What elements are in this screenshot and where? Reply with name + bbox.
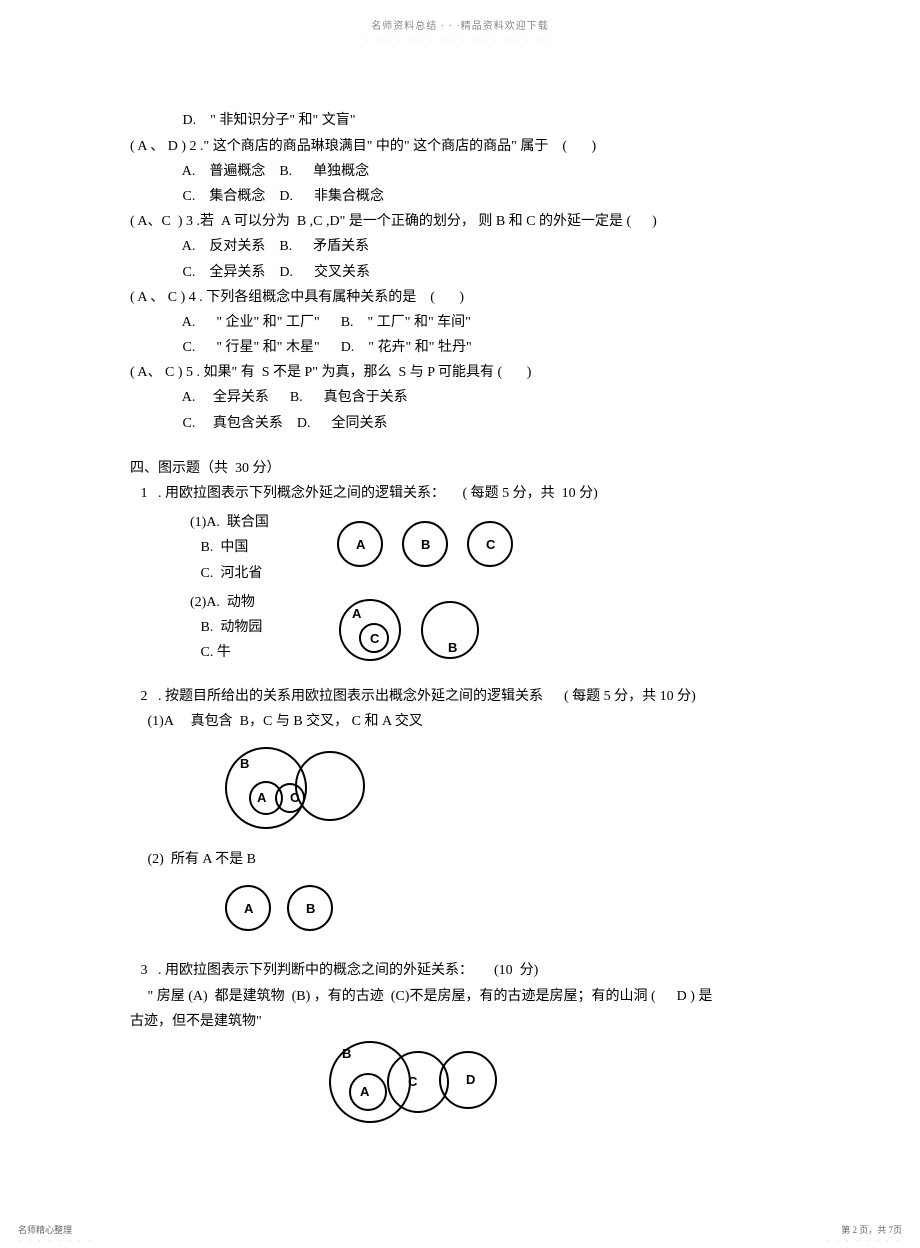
q5-stem: ( A、 C ) 5 . 如果" 有 S 不是 P" 为真，那么 S 与 P 可… (130, 360, 800, 385)
sec4-q2-1: (1)A 真包含 B，C 与 B 交叉， C 和 A 交叉 (130, 709, 800, 734)
svg-text:A: A (244, 901, 254, 916)
svg-text:A: A (257, 790, 267, 805)
svg-text:B: B (421, 537, 430, 552)
q4-opts-ab: A. " 企业" 和" 工厂" B. " 工厂" 和" 车间" (130, 310, 800, 335)
svg-text:B: B (448, 640, 457, 655)
svg-text:C: C (408, 1074, 418, 1089)
footer-dots-left: · · · · · · · · (18, 1235, 94, 1248)
q1-1-a: (1)A. 联合国 (190, 510, 290, 535)
svg-text:B: B (306, 901, 315, 916)
q2-stem: ( A 、 D ) 2 ." 这个商店的商品琳琅满目" 中的" 这个商店的商品"… (130, 134, 800, 159)
sec4-q3: 3 . 用欧拉图表示下列判断中的概念之间的外延关系： (10 分) (130, 958, 800, 983)
sec4-q3-text1: " 房屋 (A) 都是建筑物 (B) ，有的古迹 (C)不是房屋，有的古迹是房屋… (130, 984, 800, 1009)
footer-dots-right: · · · · · · · · (826, 1235, 902, 1248)
q3-stem: ( A、C ) 3 .若 A 可以分为 B ,C ,D" 是一个正确的划分， 则… (130, 209, 800, 234)
svg-text:B: B (240, 756, 249, 771)
q4-opts-cd: C. " 行星" 和" 木星" D. " 花卉" 和" 牡丹" (130, 335, 800, 360)
sec4-q3-text2: 古迹，但不是建筑物" (130, 1009, 800, 1034)
svg-text:A: A (360, 1084, 370, 1099)
sec4-q2-2: (2) 所有 A 不是 B (130, 847, 800, 872)
option-d: D. " 非知识分子" 和" 文盲" (130, 108, 800, 133)
q3-opts-ab: A. 反对关系 B. 矛盾关系 (130, 234, 800, 259)
header-dots: · · · · · · · · · · · · · · · · · · (0, 34, 920, 48)
section-4-title: 四、图示题（共 30 分） (130, 456, 800, 481)
svg-text:A: A (352, 606, 362, 621)
q3-opts-cd: C. 全异关系 D. 交叉关系 (130, 260, 800, 285)
svg-text:C: C (486, 537, 496, 552)
svg-text:D: D (466, 1072, 475, 1087)
q1-1-c: C. 河北省 (190, 561, 290, 586)
svg-text:B: B (342, 1046, 351, 1061)
sec4-q1: 1 . 用欧拉图表示下列概念外延之间的逻辑关系： ( 每题 5 分，共 10 分… (130, 481, 800, 506)
svg-text:A: A (356, 537, 366, 552)
q1-2-c: C. 牛 (190, 640, 290, 665)
diagram-5: B A C D (310, 1036, 800, 1131)
q5-opts-cd: C. 真包含关系 D. 全同关系 (130, 411, 800, 436)
q2-opts-ab: A. 普遍概念 B. 单独概念 (130, 159, 800, 184)
q5-opts-ab: A. 全异关系 B. 真包含于关系 (130, 385, 800, 410)
q1-1-b: B. 中国 (190, 535, 290, 560)
svg-text:C: C (370, 631, 380, 646)
q4-stem: ( A 、 C ) 4 . 下列各组概念中具有属种关系的是 ( ) (130, 285, 800, 310)
q2-opts-cd: C. 集合概念 D. 非集合概念 (130, 184, 800, 209)
diagram-3: BAC (210, 742, 800, 837)
diagram-4: AB (220, 880, 800, 938)
page-header: 名师资料总结 · · ·精品资料欢迎下载 (0, 0, 920, 36)
q1-2-a: (2)A. 动物 (190, 590, 290, 615)
diagram-2: AC B (330, 590, 500, 670)
sec4-q2: 2 . 按题目所给出的关系用欧拉图表示出概念外延之间的逻辑关系 ( 每题 5 分… (130, 684, 800, 709)
q1-2-list: (2)A. 动物 B. 动物园 C. 牛 (190, 590, 290, 666)
q1-2-b: B. 动物园 (190, 615, 290, 640)
diagram-1: A B C (330, 514, 530, 574)
document-body: D. " 非知识分子" 和" 文盲" ( A 、 D ) 2 ." 这个商店的商… (0, 48, 920, 1131)
q1-1-list: (1)A. 联合国 B. 中国 C. 河北省 (190, 510, 290, 586)
